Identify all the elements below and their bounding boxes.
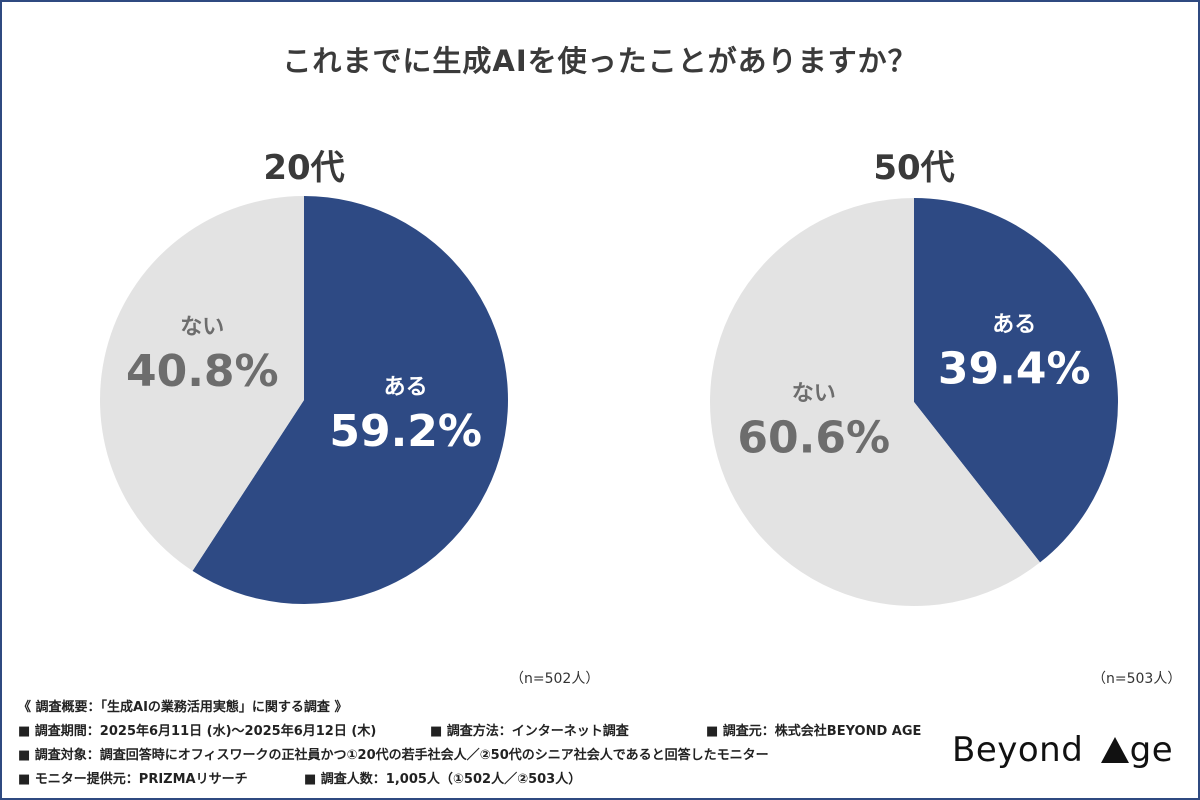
pie-title-50s: 50代 [873,148,955,188]
notes-period: ■ 調査期間：2025年6月11日 (水)〜2025年6月12日 (木) [18,724,377,739]
chart-main-title: これまでに生成AIを使ったことがありますか？ [282,44,918,78]
pie-label-50s-yes: ある [992,312,1036,337]
pie-slice-50s-yes [914,198,1118,563]
pie-slice-20s-yes [192,196,509,605]
pie-slice-20s-no [100,196,304,571]
pie-title-20s: 20代 [263,148,345,188]
notes-provider: ■ モニター提供元：PRIZMAリサーチ [18,772,248,787]
pie-value-50s-yes: 39.4% [938,343,1091,394]
notes-line-3: ■ 調査対象：調査回答時にオフィスワークの正社員かつ①20代の若手社会人／②50… [18,744,921,768]
pie-label-20s-yes: ある [384,375,428,400]
pie-label-50s-no: ない [792,382,836,407]
logo-triangle-icon [1100,737,1129,763]
notes-line-4: ■ モニター提供元：PRIZMAリサーチ ■ 調査人数：1,005人（①502人／… [18,768,921,792]
sample-size-50s: （n=503人） [1092,671,1182,687]
notes-method: ■ 調査方法：インターネット調査 [430,724,629,739]
logo-text-ge: ge [1129,730,1174,770]
survey-notes: 《 調査概要：「生成AIの業務活用実態」に関する調査 》 ■ 調査期間：2025… [18,696,921,792]
pie-value-20s-no: 40.8% [126,346,279,397]
pie-value-50s-no: 60.6% [737,413,890,464]
notes-header: 《 調査概要：「生成AIの業務活用実態」に関する調査 》 [18,700,348,715]
notes-org: ■ 調査元：株式会社BEYOND AGE [706,724,922,739]
beyond-age-logo: Beyond ge [952,730,1173,770]
notes-line-2: ■ 調査期間：2025年6月11日 (水)〜2025年6月12日 (木) ■ 調査… [18,720,921,744]
pie-slice-50s-no [709,198,1041,606]
notes-count: ■ 調査人数：1,005人（①502人／②503人） [304,772,582,787]
pie-label-20s-no: ない [180,315,224,340]
sample-size-20s: （n=502人） [510,671,600,687]
notes-header-line: 《 調査概要：「生成AIの業務活用実態」に関する調査 》 [18,696,921,720]
pie-value-20s-yes: 59.2% [329,406,482,457]
logo-text-beyond: Beyond [952,730,1095,770]
notes-target: ■ 調査対象：調査回答時にオフィスワークの正社員かつ①20代の若手社会人／②50… [18,748,769,763]
